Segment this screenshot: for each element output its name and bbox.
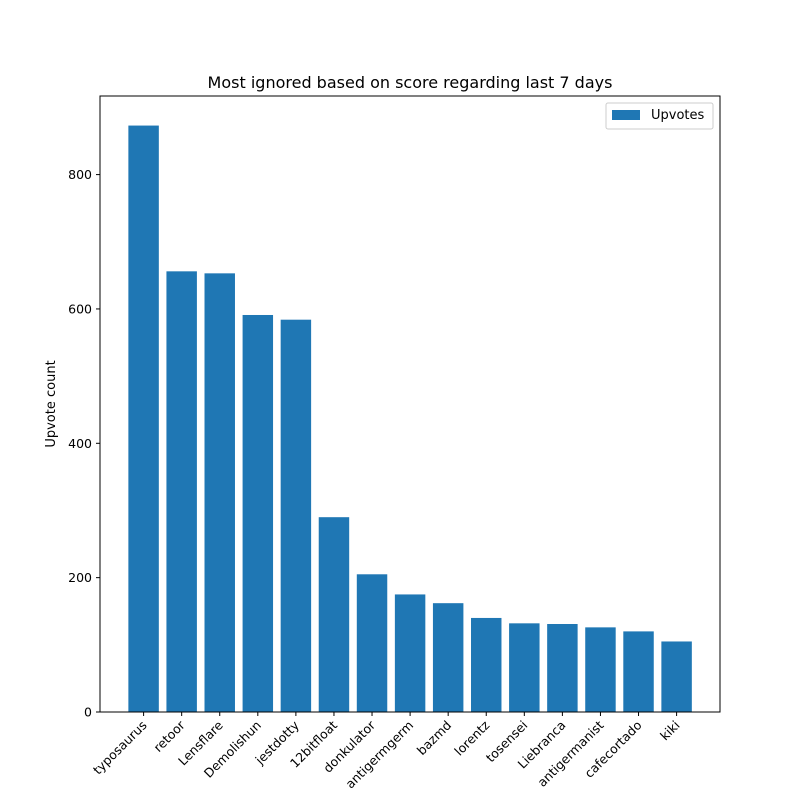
bar-lorentz: [471, 617, 502, 712]
bar-donkulator: [356, 574, 388, 712]
y-tick-label: 0: [84, 705, 92, 720]
bar-typosaurus: [128, 125, 159, 712]
chart-title: Most ignored based on score regarding la…: [208, 73, 613, 92]
bar-cafecortado: [623, 631, 654, 712]
bar-12bitfloat: [318, 517, 350, 712]
y-ticks-group: 0 200 400 600 800: [68, 167, 100, 720]
bar-antigermanist: [585, 627, 616, 712]
x-tick-label: typosaurus: [90, 718, 150, 778]
x-tick-label: antigermgerm: [342, 718, 416, 792]
bar-retoor: [166, 271, 197, 712]
x-tick-label: kiki: [657, 718, 683, 744]
legend: Upvotes: [605, 102, 714, 130]
x-tick-label: antigermanist: [534, 717, 606, 789]
bar-tosensei: [509, 623, 540, 712]
y-tick-label: 800: [68, 167, 92, 182]
y-axis-label: Upvote count: [44, 360, 59, 447]
y-tick-label: 600: [68, 301, 92, 316]
x-tick-label: bazmd: [414, 718, 455, 759]
bar-kiki: [661, 641, 692, 712]
y-tick-label: 200: [68, 570, 92, 585]
bar-demolishun: [242, 314, 274, 712]
bar-bazmd: [432, 603, 464, 712]
legend-box: [605, 102, 714, 130]
y-tick-label: 400: [68, 436, 92, 451]
bar-jestdotty: [280, 319, 312, 712]
legend-swatch: [612, 110, 640, 120]
bar-lensflare: [204, 273, 235, 712]
legend-label: Upvotes: [651, 108, 705, 123]
bar-liebranca: [547, 624, 578, 712]
bars-group: [128, 125, 692, 712]
plot-frame: [99, 95, 721, 713]
x-ticks-group: typosaurus retoorLensflareDemolishunjestd…: [90, 712, 683, 791]
bar-antigermgerm: [394, 594, 426, 712]
